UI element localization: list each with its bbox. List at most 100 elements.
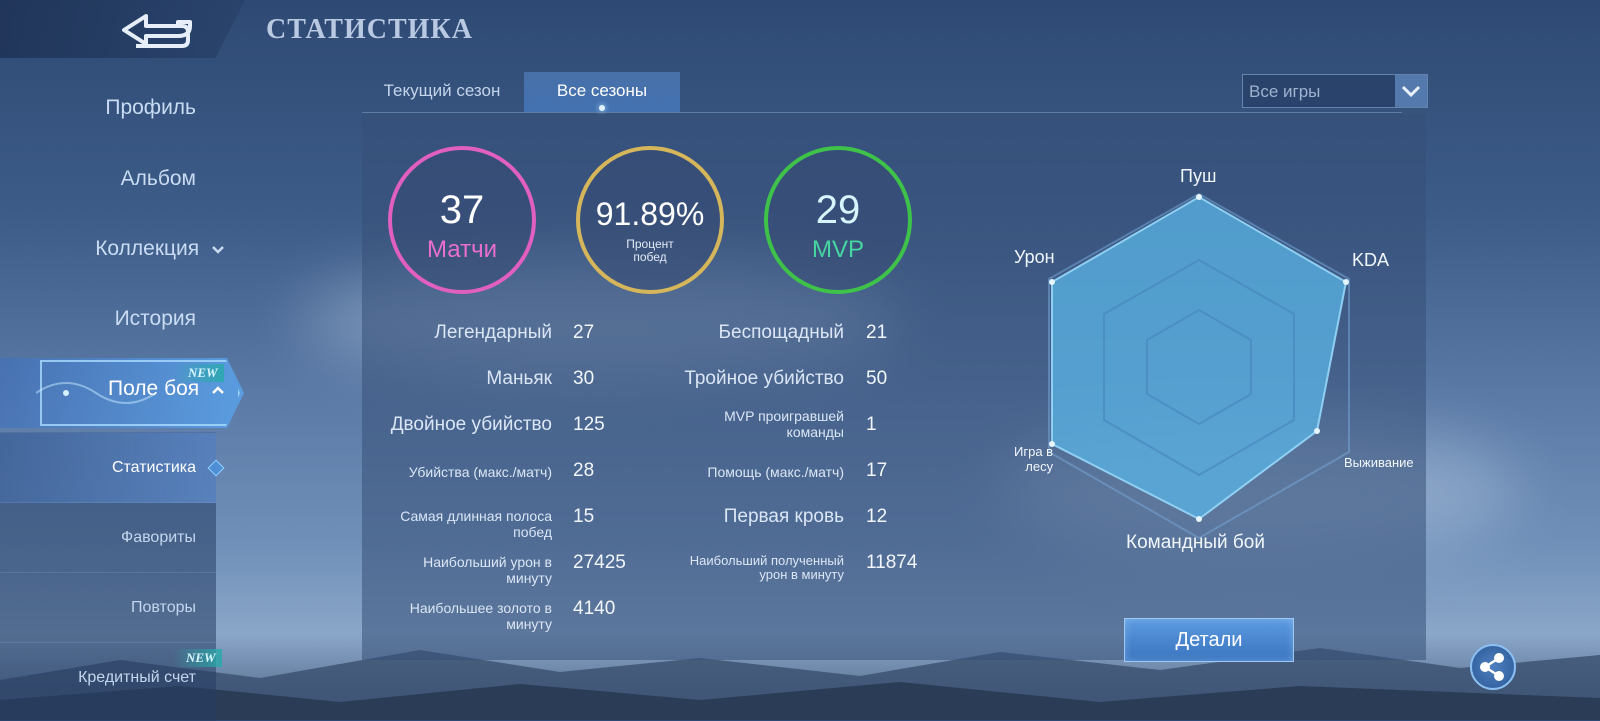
stat-value: 17 [866, 460, 888, 481]
radar-axis-label: Игра в лесу [1014, 444, 1053, 474]
game-filter-select[interactable]: Все игры [1242, 74, 1428, 108]
radar-axis-label-line: Игра в [1014, 444, 1054, 459]
stat-label: Убийства (макс./матч) [408, 464, 552, 480]
stat-value: 50 [866, 368, 888, 389]
share-button[interactable] [1470, 644, 1516, 690]
sidebar-item-battlefield-border [40, 360, 240, 426]
stat-label: Самая длинная полоса побед [400, 508, 552, 540]
stat-label: Легендарный [434, 322, 552, 343]
active-tab-indicator [599, 105, 605, 111]
tab-current-season[interactable]: Текущий сезон [362, 72, 522, 112]
new-badge: NEW [174, 364, 224, 382]
matches-label: Матчи [427, 236, 497, 263]
sidebar-subitem-statistics[interactable]: Статистика [0, 433, 225, 503]
stat-label: Помощь (макс./матч) [707, 464, 844, 480]
details-button[interactable]: Детали [1124, 618, 1294, 662]
sidebar-item-battlefield[interactable]: Поле боя [108, 377, 225, 401]
back-button[interactable] [116, 8, 196, 52]
stat-label: Маньяк [486, 368, 552, 389]
stat-label: MVP проигравшей команды [724, 408, 844, 440]
stat-label: Тройное убийство [684, 368, 844, 389]
sidebar-subpanel: Статистика Фавориты Повторы Кредитный сч… [0, 432, 225, 721]
radar-axis-label: Командный бой [1126, 532, 1265, 553]
sidebar-subitem-favorites[interactable]: Фавориты [0, 503, 216, 573]
matches-count: 37 [439, 188, 485, 232]
sidebar-item-collection[interactable]: Коллекция [95, 237, 225, 261]
stat-value: 27 [573, 322, 595, 343]
radar-point [1196, 516, 1202, 522]
stat-label: Беспощадный [718, 322, 844, 343]
stat-value: 11874 [866, 552, 918, 573]
sidebar-item-history[interactable]: История [115, 307, 196, 331]
radar-axis-label: KDA [1352, 250, 1390, 270]
back-arrow-icon [122, 14, 192, 48]
page-title: СТАТИСТИКА [266, 14, 473, 45]
stat-label-line: Наибольший урон в [423, 554, 552, 570]
radar-point [1049, 279, 1055, 285]
background-mountains [0, 648, 1600, 720]
sidebar-subitem-label: Повторы [131, 599, 196, 616]
radar-axis-label-line: лесу [1025, 459, 1054, 474]
radar-data-polygon [1051, 195, 1348, 521]
tab-label: Текущий сезон [383, 81, 501, 100]
winrate-label-2: побед [633, 250, 667, 264]
stat-label-line: побед [513, 524, 552, 540]
sidebar: Профиль Альбом Коллекция История Поле бо… [0, 76, 245, 721]
filter-selected-value: Все игры [1249, 82, 1321, 101]
stat-label-line: минуту [506, 616, 552, 632]
chevron-down-icon [212, 246, 224, 254]
radar-axis-label: Пуш [1180, 166, 1217, 186]
stat-label: Наибольший полученный урон в минуту [690, 554, 844, 582]
radar-grid-outer [1048, 192, 1350, 540]
stat-label-line: Наибольшее золото в [409, 600, 552, 616]
dropdown-button[interactable] [1395, 75, 1427, 107]
matches-circle: 37 Матчи [388, 146, 536, 294]
active-indicator [207, 459, 225, 477]
stat-value: 21 [866, 322, 888, 343]
radar-point [1343, 279, 1349, 285]
radar-point [1196, 194, 1202, 200]
radar-point [1314, 428, 1320, 434]
stat-label: Первая кровь [723, 506, 844, 527]
sidebar-subitem-replays[interactable]: Повторы [0, 573, 216, 643]
radar-point [1049, 441, 1055, 447]
tabs-divider [362, 112, 1402, 113]
sidebar-item-profile[interactable]: Профиль [105, 96, 196, 120]
radar-axis-label: Выживание [1344, 455, 1414, 470]
winrate-label-1: Процент [626, 237, 674, 251]
stat-label: Наибольший урон в минуту [423, 554, 552, 586]
decorative-lines-icon [36, 382, 156, 404]
stat-label-line: Наибольший полученный [689, 553, 844, 568]
stat-label-line: минуту [506, 570, 552, 586]
stat-value: 4140 [573, 598, 616, 619]
radar-grid-inner [1103, 258, 1295, 477]
sidebar-subitem-label: Фавориты [121, 529, 196, 546]
radar-grid-inner [1146, 308, 1252, 426]
sidebar-subitem-credit[interactable]: Кредитный счет [0, 643, 216, 713]
sidebar-subitem-label: Кредитный счет [78, 669, 196, 686]
sidebar-item-label: История [114, 307, 196, 330]
sidebar-item-label: Коллекция [95, 237, 200, 260]
share-icon [1480, 653, 1504, 681]
stat-value: 28 [573, 460, 595, 481]
mvp-circle: 29 MVP [764, 146, 912, 294]
radar-axis-label: Урон [1014, 247, 1055, 267]
tab-label: Все сезоны [556, 81, 648, 100]
stat-value: 30 [573, 368, 595, 389]
stat-label-line: Самая длинная полоса [400, 508, 552, 524]
sidebar-item-label: Альбом [120, 167, 196, 190]
stat-label-line: MVP проигравшей [724, 408, 844, 424]
stat-value: 125 [573, 414, 605, 435]
stat-label: Наибольшее золото в минуту [410, 600, 552, 632]
stat-value: 15 [573, 506, 595, 527]
stats-panel: 37 Матчи 91.89% Процент побед 29 MVP Лег… [362, 114, 1426, 660]
new-badge: NEW [172, 649, 222, 667]
mvp-label: MVP [811, 236, 864, 263]
stat-label-line: урон в минуту [759, 567, 844, 582]
tab-all-seasons[interactable]: Все сезоны [524, 72, 680, 112]
mvp-count: 29 [815, 188, 861, 232]
sidebar-item-album[interactable]: Альбом [121, 167, 196, 191]
winrate-circle: 91.89% Процент побед [576, 146, 724, 294]
chevron-down-icon [1401, 85, 1421, 98]
stat-value: 27425 [573, 552, 626, 573]
